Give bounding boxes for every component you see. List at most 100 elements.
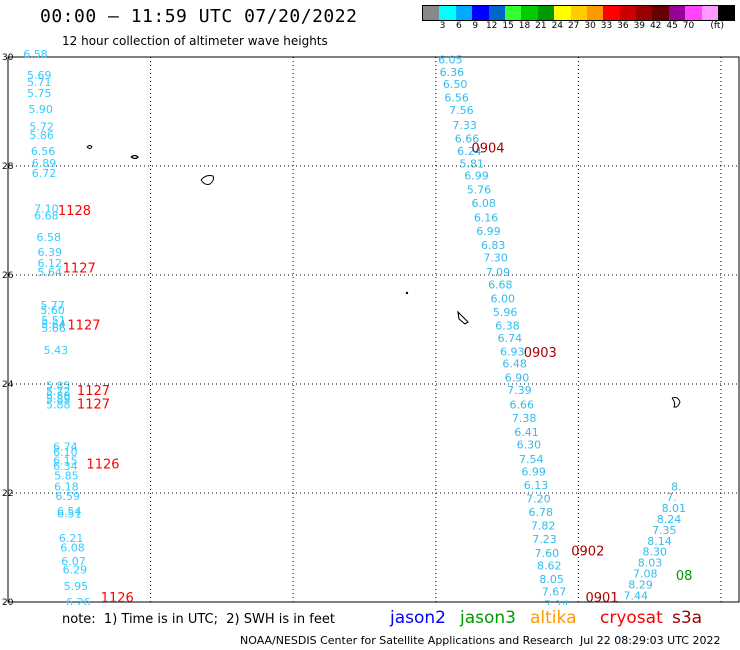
satellite-jason2: jason2 [390, 608, 446, 628]
pass-time-label: 1128 [58, 204, 91, 219]
wave-height-value: 6.15 [53, 455, 78, 468]
legend-swatch [603, 6, 620, 20]
pass-time-label: 1127 [63, 261, 96, 276]
legend-label: 39 [633, 21, 646, 31]
lat-tick-label: 20 [2, 598, 14, 605]
generated-time: Jul 22 08:29:03 UTC 2022 [580, 634, 721, 647]
pass-time-label: 0901 [586, 591, 619, 605]
wave-height-value: 8.14 [647, 535, 672, 548]
legend-label: 15 [502, 21, 514, 31]
wave-height-value: 5.81 [460, 158, 485, 171]
pass-time-label: 1126 [101, 591, 134, 605]
satellite-jason3: jason3 [460, 608, 516, 628]
wave-height-value: 8.05 [539, 573, 564, 586]
island-outline [200, 175, 215, 185]
wave-height-value: 6.12 [37, 257, 62, 270]
legend-swatch [668, 6, 686, 20]
island-outline [86, 145, 93, 149]
legend-label: 30 [584, 21, 596, 31]
legend-swatch [685, 6, 702, 20]
map-subtitle: 12 hour collection of altimeter wave hei… [62, 34, 328, 48]
credit-text: NOAA/NESDIS Center for Satellite Applica… [240, 634, 574, 647]
wave-height-value: 6.10 [53, 446, 78, 459]
wave-height-value: 6.24 [457, 145, 482, 158]
wave-height-value: 6.78 [528, 506, 553, 519]
color-scale-legend [422, 5, 736, 21]
legend-label: 6 [456, 21, 462, 31]
wave-height-value: 6.08 [471, 197, 496, 210]
wave-height-value: 6.56 [31, 145, 55, 158]
wave-height-value: 6.90 [505, 371, 530, 384]
wave-height-value: 6.68 [488, 279, 512, 292]
wave-height-value: 7.38 [512, 412, 536, 425]
altimeter-tracks: 6.585.695.715.755.905.725.866.566.896.72… [23, 48, 686, 605]
island-dot [405, 291, 409, 295]
wave-height-value: 5.80 [46, 389, 70, 402]
wave-height-value: 7.54 [519, 453, 544, 466]
wave-height-value: 6.29 [63, 564, 88, 577]
pass-time-label: 0902 [571, 545, 604, 560]
pass-time-label: 1126 [86, 457, 119, 472]
legend-swatch [472, 6, 489, 20]
wave-height-value: 7.39 [507, 384, 532, 397]
wave-height-value: 6.18 [54, 480, 78, 493]
lat-tick-label: 22 [2, 489, 13, 499]
wave-height-value: 8.29 [628, 578, 653, 591]
pass-time-label: 0904 [471, 141, 504, 156]
wave-height-value: 8. [671, 480, 682, 493]
legend-swatch [554, 6, 571, 20]
wave-height-value: 6.68 [34, 209, 59, 222]
map-border [7, 56, 740, 603]
wave-height-value: 6.39 [37, 246, 62, 259]
pass-time-label: 1127 [67, 319, 100, 334]
wave-height-value: 6.66 [455, 133, 480, 146]
pass-time-label: 0903 [524, 346, 557, 361]
legend-label: 18 [518, 21, 531, 31]
wave-height-value: 8.03 [638, 557, 663, 570]
wave-height-value: 6.07 [61, 555, 85, 568]
legend-swatch [439, 6, 456, 20]
island-outline [671, 397, 681, 408]
satellite-s3a: s3a [672, 608, 703, 628]
legend-label: 42 [649, 21, 662, 31]
pass-time-label: 1127 [77, 384, 110, 399]
pass-time-label: 08 [676, 569, 693, 584]
left-track: 6.585.695.715.755.905.725.866.566.896.72… [23, 48, 90, 605]
wave-height-value: 6.99 [521, 466, 546, 479]
wave-height-value: 6.36 [440, 66, 465, 79]
wave-height-value: 5.90 [28, 103, 53, 116]
legend-swatch [619, 6, 637, 20]
wave-height-value: 7.33 [452, 119, 477, 132]
legend-label: 21 [535, 21, 547, 31]
wave-height-value: 6.51 [57, 508, 82, 521]
legend-label: 12 [485, 21, 498, 31]
satellite-cryosat: cryosat [600, 608, 663, 628]
wave-height-value: 7.10 [34, 202, 59, 215]
wave-height-value: 6.13 [524, 479, 549, 492]
wave-height-value: 6.16 [474, 212, 499, 225]
wave-height-value: 7. [666, 491, 677, 504]
wave-height-value: 7.35 [652, 524, 677, 537]
legend-label: 70 [682, 21, 695, 31]
wave-height-value: 7.30 [483, 251, 508, 264]
wave-height-value: 7.08 [633, 567, 658, 580]
wave-height-value: 7.44 [624, 589, 649, 602]
lat-tick-label: 24 [2, 380, 14, 390]
wave-height-value: 6.26 [66, 596, 91, 605]
wave-height-value: 8.62 [537, 559, 562, 572]
legend-swatch [521, 6, 538, 20]
legend-label: 45 [666, 21, 678, 31]
legend-label: (ft) [710, 21, 724, 31]
wave-height-value: 6.56 [444, 92, 469, 105]
satellite-altika: altika [530, 608, 577, 628]
wave-height-value: 6.74 [498, 332, 523, 345]
wave-height-value: 7.23 [532, 533, 557, 546]
middle-track: 6.056.366.506.567.567.336.666.245.816.99… [438, 54, 568, 605]
wave-height-value: 7.67 [542, 585, 567, 598]
lat-tick-label: 28 [2, 162, 14, 172]
wave-height-value: 6.21 [59, 532, 84, 545]
wave-height-value: 5.66 [41, 322, 66, 335]
wave-height-value: 5.85 [54, 469, 78, 482]
wave-height-value: 5.89 [46, 393, 70, 406]
